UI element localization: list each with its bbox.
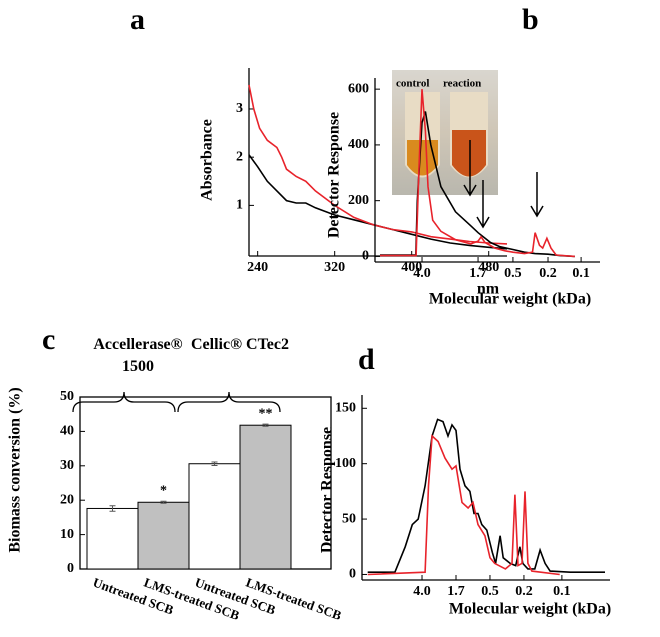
y-tick-label: 0 [349,567,356,582]
tube-reaction-liquid [452,130,486,177]
y-tick-label: 10 [60,527,74,542]
x-tick-label: 4.0 [413,584,431,599]
panel-label: c [42,323,55,356]
y-axis-label: Absorbance [199,119,216,201]
bar [239,424,292,570]
brace [72,391,176,413]
data-line [248,154,508,250]
data-line [248,84,508,245]
x-tick-label: 0.5 [481,584,499,599]
bar [137,501,190,570]
y-tick-label: 2 [236,149,243,164]
y-axis-label: Detector Response [326,112,343,238]
x-tick-label: 480 [478,260,499,275]
x-tick-label: 0.5 [504,266,522,281]
x-tick-label: 0.1 [572,266,590,281]
x-axis-label: Molecular weight (kDa) [449,601,611,618]
inset-label: control [396,78,429,90]
inset-photo: control reaction [392,70,498,195]
x-tick-label: 0.2 [539,266,557,281]
inset-label: reaction [443,78,481,90]
braces [72,391,281,413]
brace [177,391,281,413]
y-tick-label: 40 [60,424,74,439]
y-tick-label: 200 [348,193,369,208]
y-tick-label: 50 [342,511,356,526]
group-label: Cellic® CTec2 [190,336,289,353]
arrow [463,140,477,197]
panel-label: d [358,343,375,376]
arrows [463,140,544,229]
x-tick-label: 0.1 [553,584,571,599]
data-line [367,418,605,573]
y-tick-label: 30 [60,458,74,473]
group-label: Accellerase® 1500 [93,336,183,375]
y-tick-label: 0 [67,561,74,576]
x-axis-label: Molecular weight (kDa) [429,291,591,308]
error-bar [211,461,218,466]
significance-label: ** [259,406,273,421]
x-tick-label: 400 [401,260,422,275]
y-tick-label: 3 [236,101,243,116]
y-tick-label: 150 [335,401,356,416]
tube-control-liquid [407,140,438,176]
error-bar [160,500,167,504]
x-tick-label: 1.7 [447,584,465,599]
y-tick-label: 50 [60,389,74,404]
x-tick-label: 320 [324,260,345,275]
bar [188,463,241,570]
arrow [476,180,490,229]
y-tick-label: 400 [348,137,369,152]
data-line [380,111,575,258]
data-line [367,434,560,576]
y-axis-label: Detector Response [319,427,336,553]
panel-label: b [522,3,539,36]
panel-label: a [130,3,145,36]
x-axis-label: nm [477,281,500,298]
y-axis-label: Biomass conversion (%) [7,387,24,552]
error-bar [262,423,269,427]
y-tick-label: 20 [60,492,74,507]
x-tick-label: 4.0 [413,266,431,281]
significance-label: * [160,483,167,498]
x-tick-label: 1.7 [469,266,487,281]
y-tick-label: 100 [335,456,356,471]
x-tick-label: 0.2 [515,584,533,599]
y-tick-label: 0 [362,249,369,264]
arrow [530,172,544,218]
bar [86,507,139,570]
x-tick-label: 240 [247,260,268,275]
y-tick-label: 1 [236,198,243,213]
y-tick-label: 600 [348,81,369,96]
data-line [380,89,575,258]
error-bar [109,505,116,512]
